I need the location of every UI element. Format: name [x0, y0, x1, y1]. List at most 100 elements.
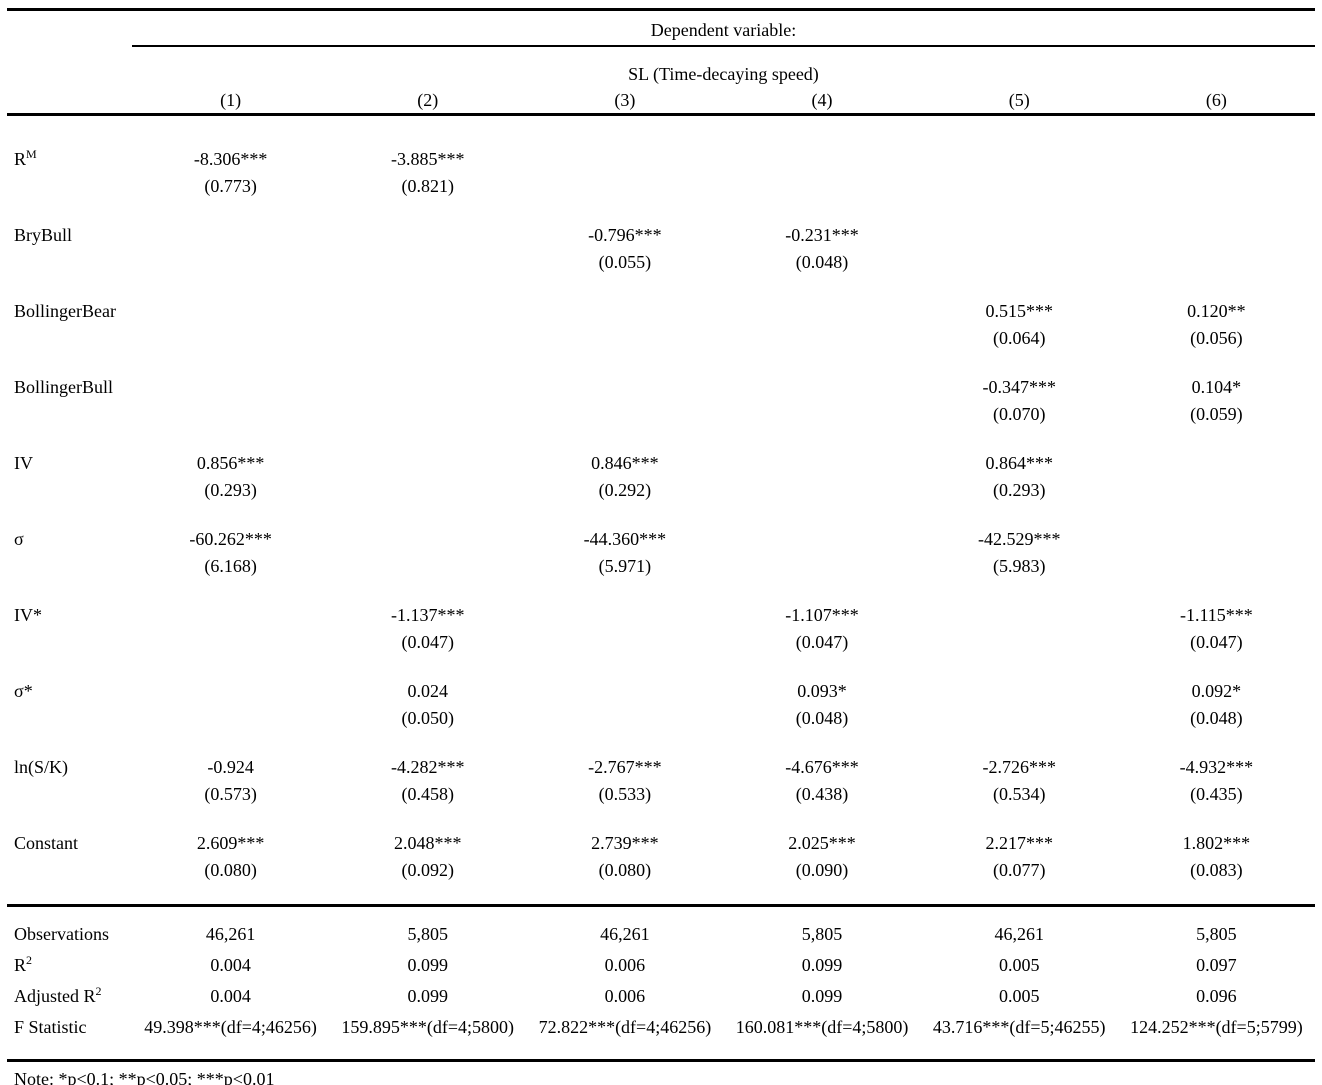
column-header: (4)	[723, 87, 921, 116]
coef-se: (0.534)	[992, 784, 1046, 804]
coef-estimate	[723, 526, 920, 553]
stat-value: 0.099	[407, 986, 448, 1006]
coef-se: (0.048)	[1190, 708, 1243, 728]
coef-se	[723, 401, 920, 428]
dependent-variable-name: SL (Time-decaying speed)	[628, 64, 819, 84]
coef-estimate: 0.864***	[985, 453, 1053, 473]
coef-estimate	[723, 374, 920, 401]
stat-value: 5,805	[407, 924, 448, 944]
spacer	[7, 200, 1315, 222]
coef-se	[1118, 553, 1315, 580]
coef-se: (5.983)	[992, 556, 1046, 576]
stat-value: 49.398***(df=4;46256)	[144, 1017, 317, 1037]
column-header: (6)	[1117, 87, 1315, 116]
coef-estimate: -1.137***	[390, 605, 465, 625]
row-label-empty	[7, 249, 132, 276]
coefficient-row: Constant 2.609*** 2.048*** 2.739*** 2.025***…	[7, 830, 1315, 857]
row-label: BollingerBear	[14, 301, 116, 321]
standard-error-row: (0.293) (0.292) (0.293)	[7, 477, 1315, 504]
coef-estimate: 0.024	[407, 681, 448, 701]
stat-value: 0.097	[1196, 955, 1237, 975]
coef-estimate: -0.924	[207, 757, 254, 777]
stat-value: 0.004	[210, 955, 251, 975]
header-label-spacer	[7, 10, 132, 47]
coef-estimate: -4.676***	[785, 757, 859, 777]
row-label-empty	[7, 781, 132, 808]
stat-value: 0.099	[801, 986, 843, 1006]
standard-error-row: (0.773) (0.821)	[7, 173, 1315, 200]
statistic-row: Observations 46,261 5,805 46,261 5,805 46,261…	[7, 919, 1315, 950]
coef-se	[723, 477, 920, 504]
coef-estimate: 0.092*	[1191, 681, 1242, 701]
coef-estimate: 0.120**	[1187, 301, 1246, 321]
stat-value: 46,261	[600, 924, 650, 944]
stat-value: 5,805	[801, 924, 843, 944]
coef-se: (0.773)	[204, 176, 257, 196]
header-label-spacer	[7, 55, 132, 87]
coef-estimate: 0.515***	[985, 301, 1053, 321]
stat-value: 72.822***(df=4;46256)	[538, 1017, 712, 1037]
coef-se: (0.090)	[795, 860, 849, 880]
coef-se: (5.971)	[598, 556, 652, 576]
coef-se: (0.077)	[992, 860, 1046, 880]
coef-se: (0.533)	[598, 784, 652, 804]
coef-se	[921, 173, 1118, 200]
table-note: Note: *p<0.1; **p<0.05; ***p<0.01	[14, 1069, 275, 1085]
coefficient-row: BryBull -0.796*** -0.231***	[7, 222, 1315, 249]
row-label-empty	[7, 477, 132, 504]
coef-se: (0.080)	[204, 860, 257, 880]
spacer	[7, 46, 1315, 55]
stat-value: 0.099	[801, 955, 843, 975]
spacer	[7, 884, 1315, 907]
coef-estimate	[132, 602, 329, 629]
coef-estimate	[1118, 526, 1315, 553]
coef-se: (0.092)	[401, 860, 454, 880]
row-label: RM	[14, 147, 37, 169]
standard-error-row: (6.168) (5.971) (5.983)	[7, 553, 1315, 580]
coef-estimate: 2.609***	[196, 833, 265, 853]
coef-estimate	[921, 222, 1118, 249]
coef-estimate	[132, 678, 329, 705]
standard-error-row: (0.064) (0.056)	[7, 325, 1315, 352]
coef-estimate: 0.093*	[797, 681, 847, 701]
coef-se: (0.083)	[1190, 860, 1243, 880]
row-label-empty	[7, 705, 132, 732]
stat-value: 43.716***(df=5;46255)	[932, 1017, 1106, 1037]
coef-estimate: 0.104*	[1191, 377, 1242, 397]
row-label: Observations	[14, 924, 109, 944]
stat-value: 0.005	[998, 986, 1040, 1006]
coef-estimate	[329, 222, 526, 249]
spacer	[7, 504, 1315, 526]
coef-estimate	[526, 146, 723, 173]
coef-estimate: -0.796***	[588, 225, 662, 245]
coef-se	[723, 173, 920, 200]
coef-estimate: -60.262***	[189, 529, 272, 549]
coefficient-row: ln(S/K) -0.924 -4.282*** -2.767*** -4.676***…	[7, 754, 1315, 781]
stat-value: 160.081***(df=4;5800)	[735, 1017, 909, 1037]
column-header: (3)	[526, 87, 724, 116]
coef-se	[132, 249, 329, 276]
row-label-empty	[7, 629, 132, 656]
spacer	[7, 808, 1315, 830]
row-label: σ	[14, 529, 24, 549]
stat-value: 0.096	[1196, 986, 1237, 1006]
coef-se: (0.048)	[795, 252, 849, 272]
coef-se: (0.821)	[401, 176, 454, 196]
header-label-spacer	[7, 87, 132, 116]
column-header: (5)	[920, 87, 1118, 116]
coef-estimate	[526, 298, 723, 325]
coefficient-row: RM -8.306*** -3.885***	[7, 146, 1315, 173]
row-label-superscript: M	[26, 147, 37, 161]
coef-se: (0.064)	[992, 328, 1046, 348]
coef-estimate	[526, 374, 723, 401]
coef-se	[329, 477, 526, 504]
coef-se: (0.438)	[795, 784, 849, 804]
stat-value: 0.099	[407, 955, 448, 975]
column-header: (2)	[329, 87, 527, 116]
coef-se	[132, 705, 329, 732]
spacer	[7, 732, 1315, 754]
coef-se	[329, 249, 526, 276]
coef-estimate	[921, 146, 1118, 173]
column-header-row: (1) (2) (3) (4) (5) (6)	[7, 87, 1315, 116]
coef-estimate: -2.726***	[982, 757, 1056, 777]
